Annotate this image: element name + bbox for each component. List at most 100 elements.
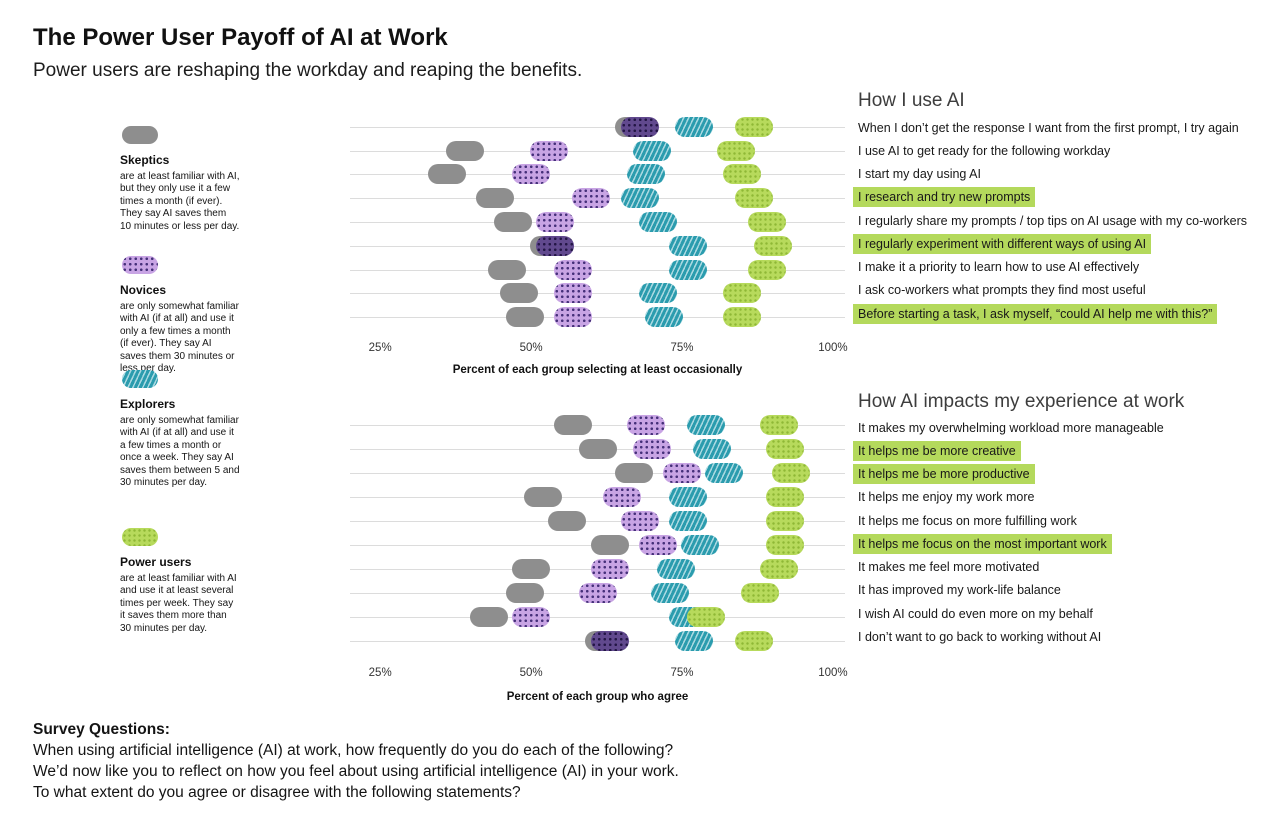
statement: I don’t want to go back to working witho… — [858, 629, 1102, 644]
data-pill-skeptics — [554, 415, 593, 435]
data-pill-skeptics — [445, 140, 484, 161]
statement-row: It helps me enjoy my work more — [858, 486, 1273, 509]
data-pill-novices — [590, 559, 629, 579]
legend-item-power-users: Power users are at least familiar with A… — [120, 528, 240, 635]
statement: It helps me enjoy my work more — [858, 490, 1035, 505]
survey-question-line: We’d now like you to reflect on how you … — [33, 763, 679, 780]
data-pill-power — [717, 140, 756, 161]
data-pill-explorers — [626, 164, 665, 185]
data-pill-explorers — [681, 535, 720, 555]
legend-name-novices: Novices — [120, 283, 167, 297]
statement-row: When I don’t get the response I want fro… — [858, 116, 1273, 139]
statement: I make it a priority to learn how to use… — [858, 260, 1140, 275]
chart-ai-impact — [350, 413, 845, 653]
data-pill-power — [735, 116, 774, 137]
data-pill-explorers — [638, 212, 677, 232]
statement: I start my day using AI — [858, 167, 981, 182]
legend-desc-novices: are only somewhat familiar with AI (if a… — [120, 301, 239, 375]
statement-row: It makes my overwhelming workload more m… — [858, 416, 1273, 439]
data-pill-skeptics — [500, 283, 539, 304]
data-pill-skeptics — [548, 511, 587, 531]
data-pill-explorers — [675, 631, 714, 651]
data-pill-explorers — [650, 583, 689, 603]
skeptics-swatch-icon — [122, 126, 158, 144]
data-pill-explorers — [669, 487, 708, 507]
data-pill-explorers — [705, 463, 744, 483]
axis-tick-label: 50% — [519, 342, 543, 354]
data-pill-explorers — [620, 188, 659, 209]
section-title-how-i-use-ai: How I use AI — [858, 90, 965, 111]
legend-item-skeptics: Skeptics are at least familiar with AI, … — [120, 126, 240, 233]
data-pill-novices — [578, 583, 617, 603]
statement-row: It helps me be more productive — [853, 463, 1273, 486]
legend-name-power-users: Power users — [120, 555, 192, 569]
axis-tick-label: 25% — [368, 342, 392, 354]
statement-row: I start my day using AI — [858, 163, 1273, 186]
data-pill-novices — [602, 487, 641, 507]
gridline — [350, 222, 845, 223]
explorers-swatch-icon — [122, 370, 158, 388]
data-pill-novices — [554, 283, 593, 304]
data-pill-novices — [536, 235, 575, 256]
statement-row: I regularly experiment with different wa… — [853, 232, 1273, 255]
data-pill-power — [765, 439, 804, 459]
data-pill-skeptics — [493, 212, 532, 232]
statement-row: It has improved my work-life balance — [858, 579, 1273, 602]
gridline — [350, 293, 845, 295]
gridline — [350, 497, 845, 498]
survey-questions: Survey Questions: When using artificial … — [33, 719, 679, 803]
x-axis-title-ai-impact: Percent of each group who agree — [506, 691, 689, 703]
statement-row: I use AI to get ready for the following … — [858, 139, 1273, 162]
statement-row: It helps me be more creative — [853, 439, 1273, 462]
data-pill-novices — [554, 307, 593, 328]
statement: It makes my overwhelming workload more m… — [858, 420, 1164, 435]
statement-row: I don’t want to go back to working witho… — [858, 625, 1273, 648]
statement: I use AI to get ready for the following … — [858, 143, 1111, 158]
page-subtitle: Power users are reshaping the workday an… — [33, 60, 583, 81]
statement-highlighted: It helps me focus on the most important … — [853, 533, 1112, 554]
data-pill-power — [765, 535, 804, 555]
x-axis-how-i-use-ai: 25% 50% 75% 100% — [350, 342, 848, 357]
axis-tick-label: 25% — [368, 667, 392, 679]
data-pill-novices — [536, 212, 575, 232]
statement-row: I regularly share my prompts / top tips … — [858, 209, 1273, 232]
statement: I wish AI could do even more on my behal… — [858, 606, 1093, 621]
gridline — [350, 473, 845, 474]
data-pill-power — [747, 259, 786, 280]
axis-tick-label: 75% — [670, 667, 694, 679]
data-pill-explorers — [669, 235, 708, 256]
statement-highlighted: Before starting a task, I ask myself, “c… — [853, 303, 1218, 324]
data-pill-power — [765, 487, 804, 507]
data-pill-power — [753, 235, 792, 256]
statement: When I don’t get the response I want fro… — [858, 120, 1239, 135]
data-pill-novices — [590, 631, 629, 651]
gridline — [350, 317, 845, 319]
legend-desc-power-users: are at least familiar with AI and use it… — [120, 573, 237, 634]
statement: It helps me focus on more fulfilling wor… — [858, 513, 1077, 528]
gridline — [350, 126, 845, 128]
gridline — [350, 269, 845, 271]
data-pill-power — [735, 188, 774, 209]
data-pill-novices — [638, 535, 677, 555]
survey-question-line: To what extent do you agree or disagree … — [33, 784, 521, 801]
data-pill-power — [723, 164, 762, 185]
statement-highlighted: I research and try new prompts — [853, 187, 1036, 208]
data-pill-novices — [620, 116, 659, 137]
page-title: The Power User Payoff of AI at Work — [33, 24, 448, 51]
statement-row: I make it a priority to learn how to use… — [858, 256, 1273, 279]
legend-desc-explorers: are only somewhat familiar with AI (if a… — [120, 415, 240, 489]
data-pill-skeptics — [578, 439, 617, 459]
legend-name-explorers: Explorers — [120, 397, 176, 411]
data-pill-skeptics — [475, 188, 514, 209]
data-pill-power — [759, 559, 798, 579]
data-pill-explorers — [656, 559, 695, 579]
data-pill-explorers — [687, 415, 726, 435]
legend-item-novices: Novices are only somewhat familiar with … — [120, 256, 240, 375]
survey-question-line: When using artificial intelligence (AI) … — [33, 742, 674, 759]
data-pill-skeptics — [506, 307, 545, 328]
statement-row: I research and try new prompts — [853, 186, 1273, 209]
data-pill-novices — [663, 463, 701, 483]
statement-highlighted: I regularly experiment with different wa… — [853, 233, 1152, 254]
x-axis-title-how-i-use-ai: Percent of each group selecting at least… — [452, 364, 743, 376]
